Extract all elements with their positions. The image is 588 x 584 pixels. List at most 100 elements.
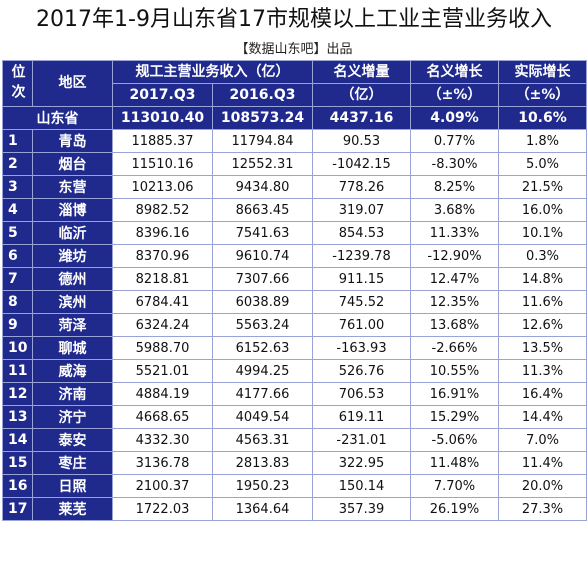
real-growth-cell: 11.6%: [498, 290, 587, 314]
header-row-top: 位次 地区 规工主营业务收入（亿） 名义增量 名义增长 实际增长: [2, 60, 587, 107]
table-row: 4 淄博 8982.52 8663.45 319.07 3.68% 16.0%: [2, 198, 587, 222]
q3-2016-cell: 2813.83: [212, 451, 313, 475]
q3-2017-cell: 8982.52: [112, 198, 213, 222]
region-cell: 德州: [32, 267, 113, 291]
table-row: 1 青岛 11885.37 11794.84 90.53 0.77% 1.8%: [2, 129, 587, 153]
q3-2016-cell: 6152.63: [212, 336, 313, 360]
q3-2016-cell: 4563.31: [212, 428, 313, 452]
nominal-growth-unit: （±%）: [410, 83, 499, 107]
q3-2017-cell: 5988.70: [112, 336, 213, 360]
nominal-growth-cell: 13.68%: [410, 313, 499, 337]
q3-2016-cell: 4994.25: [212, 359, 313, 383]
rank-cell: 17: [2, 497, 33, 521]
summary-q3-2016: 108573.24: [212, 106, 313, 130]
summary-nominal-growth: 4.09%: [410, 106, 499, 130]
q3-2017-header: 2017.Q3: [112, 83, 213, 107]
rank-cell: 6: [2, 244, 33, 268]
rank-cell: 3: [2, 175, 33, 199]
nominal-growth-cell: 26.19%: [410, 497, 499, 521]
q3-2017-cell: 8218.81: [112, 267, 213, 291]
table-row: 11 威海 5521.01 4994.25 526.76 10.55% 11.3%: [2, 359, 587, 383]
rank-header-label: 位次: [9, 63, 26, 104]
nominal-increase-header: 名义增量: [312, 60, 411, 84]
nominal-growth-cell: -2.66%: [410, 336, 499, 360]
real-growth-cell: 16.0%: [498, 198, 587, 222]
q3-2016-cell: 8663.45: [212, 198, 313, 222]
q3-2016-cell: 12552.31: [212, 152, 313, 176]
page-title: 2017年1-9月山东省17市规模以上工业主营业务收入: [36, 7, 552, 32]
rank-cell: 9: [2, 313, 33, 337]
nominal-growth-cell: -8.30%: [410, 152, 499, 176]
region-cell: 莱芜: [32, 497, 113, 521]
nominal-growth-cell: -12.90%: [410, 244, 499, 268]
region-cell: 日照: [32, 474, 113, 498]
table-row: 6 潍坊 8370.96 9610.74 -1239.78 -12.90% 0.3%: [2, 244, 587, 268]
q3-2016-cell: 7541.63: [212, 221, 313, 245]
q3-2016-cell: 4177.66: [212, 382, 313, 406]
q3-2016-cell: 6038.89: [212, 290, 313, 314]
real-growth-cell: 14.8%: [498, 267, 587, 291]
q3-2017-cell: 11510.16: [112, 152, 213, 176]
table-row: 8 滨州 6784.41 6038.89 745.52 12.35% 11.6%: [2, 290, 587, 314]
real-growth-cell: 21.5%: [498, 175, 587, 199]
rank-cell: 15: [2, 451, 33, 475]
table-row: 7 德州 8218.81 7307.66 911.15 12.47% 14.8%: [2, 267, 587, 291]
q3-2017-cell: 4668.65: [112, 405, 213, 429]
table-row: 10 聊城 5988.70 6152.63 -163.93 -2.66% 13.5%: [2, 336, 587, 360]
q3-2017-cell: 1722.03: [112, 497, 213, 521]
rank-cell: 2: [2, 152, 33, 176]
increase-cell: 778.26: [312, 175, 411, 199]
q3-2016-cell: 9610.74: [212, 244, 313, 268]
region-cell: 滨州: [32, 290, 113, 314]
nominal-growth-header: 名义增长: [410, 60, 499, 84]
region-cell: 青岛: [32, 129, 113, 153]
nominal-growth-cell: 16.91%: [410, 382, 499, 406]
nominal-growth-cell: 7.70%: [410, 474, 499, 498]
nominal-growth-cell: 3.68%: [410, 198, 499, 222]
q3-2017-cell: 8370.96: [112, 244, 213, 268]
table-row: 3 东营 10213.06 9434.80 778.26 8.25% 21.5%: [2, 175, 587, 199]
q3-2016-cell: 9434.80: [212, 175, 313, 199]
q3-2017-cell: 4332.30: [112, 428, 213, 452]
q3-2017-cell: 8396.16: [112, 221, 213, 245]
real-growth-cell: 11.3%: [498, 359, 587, 383]
rank-cell: 5: [2, 221, 33, 245]
increase-cell: -231.01: [312, 428, 411, 452]
nominal-growth-cell: 12.47%: [410, 267, 499, 291]
increase-cell: 90.53: [312, 129, 411, 153]
real-growth-cell: 27.3%: [498, 497, 587, 521]
q3-2017-cell: 2100.37: [112, 474, 213, 498]
increase-cell: 911.15: [312, 267, 411, 291]
q3-2016-cell: 11794.84: [212, 129, 313, 153]
rank-cell: 16: [2, 474, 33, 498]
table-row: 15 枣庄 3136.78 2813.83 322.95 11.48% 11.4%: [2, 451, 587, 475]
rank-cell: 4: [2, 198, 33, 222]
region-cell: 聊城: [32, 336, 113, 360]
region-cell: 淄博: [32, 198, 113, 222]
real-growth-cell: 14.4%: [498, 405, 587, 429]
increase-cell: 761.00: [312, 313, 411, 337]
summary-q3-2017: 113010.40: [112, 106, 213, 130]
region-header: 地区: [32, 60, 113, 107]
nominal-growth-cell: 8.25%: [410, 175, 499, 199]
real-growth-cell: 12.6%: [498, 313, 587, 337]
q3-2016-cell: 7307.66: [212, 267, 313, 291]
table-row: 2 烟台 11510.16 12552.31 -1042.15 -8.30% 5.0%: [2, 152, 587, 176]
rank-cell: 14: [2, 428, 33, 452]
real-growth-cell: 1.8%: [498, 129, 587, 153]
nominal-growth-cell: -5.06%: [410, 428, 499, 452]
increase-cell: 322.95: [312, 451, 411, 475]
real-growth-cell: 16.4%: [498, 382, 587, 406]
q3-2017-cell: 11885.37: [112, 129, 213, 153]
increase-cell: 854.53: [312, 221, 411, 245]
region-cell: 威海: [32, 359, 113, 383]
increase-cell: 619.11: [312, 405, 411, 429]
table-row: 13 济宁 4668.65 4049.54 619.11 15.29% 14.4%: [2, 405, 587, 429]
rank-header: 位次: [2, 60, 33, 107]
table-row: 17 莱芜 1722.03 1364.64 357.39 26.19% 27.3%: [2, 497, 587, 521]
region-cell: 泰安: [32, 428, 113, 452]
nominal-growth-cell: 12.35%: [410, 290, 499, 314]
real-growth-cell: 7.0%: [498, 428, 587, 452]
increase-cell: 526.76: [312, 359, 411, 383]
q3-2017-cell: 6324.24: [112, 313, 213, 337]
